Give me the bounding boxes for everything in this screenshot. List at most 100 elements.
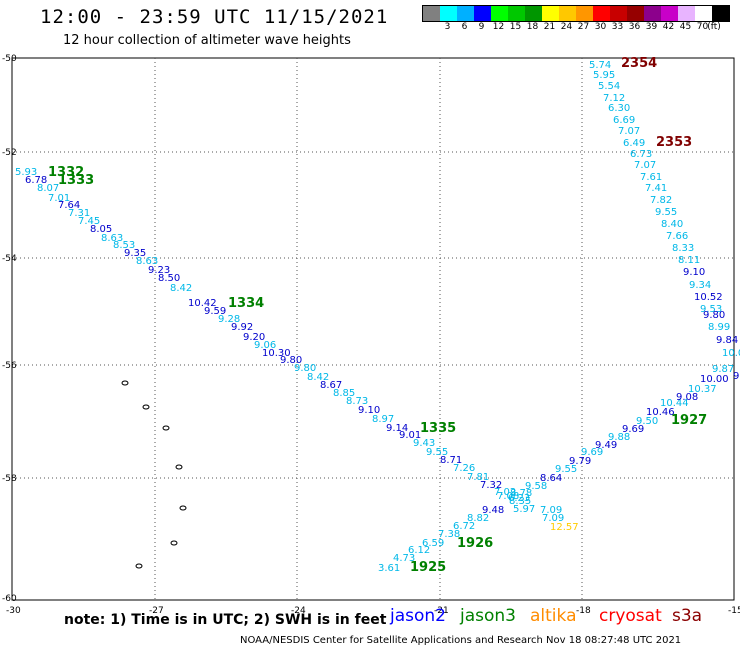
time-label: 2354	[621, 56, 657, 71]
swh-value: 9.43	[413, 438, 435, 449]
lon-label: -27	[149, 606, 164, 616]
swh-value: 8.71	[440, 455, 462, 466]
time-label: 1926	[457, 536, 493, 551]
legend-cryosat: cryosat	[599, 606, 662, 626]
swh-value: 9.69	[622, 424, 644, 435]
swh-value: 7.64	[58, 200, 80, 211]
swh-value: 8.07	[37, 183, 59, 194]
swh-value: 8.82	[467, 513, 489, 524]
swh-value: 9.10	[358, 405, 380, 416]
swh-value: 9.69	[581, 447, 603, 458]
lat-label: -58	[2, 474, 17, 484]
lon-label: -24	[291, 606, 306, 616]
legend-altika: altika	[530, 606, 577, 626]
color-swatch	[542, 6, 559, 21]
scale-tick-label: 18	[526, 22, 539, 32]
footer-note: note: 1) Time is in UTC; 2) SWH is in fe…	[64, 612, 387, 628]
swh-value: 6.49	[623, 138, 645, 149]
lon-label: -21	[434, 606, 449, 616]
swh-value: 9.01	[399, 430, 421, 441]
swh-value: 7.38	[438, 529, 460, 540]
swh-value: 8.64	[540, 473, 562, 484]
swh-value: 8.99	[708, 322, 730, 333]
swh-value: 7.12	[603, 93, 625, 104]
scale-tick-label: 21	[543, 22, 556, 32]
island-outline	[142, 404, 150, 410]
swh-value: 10.30	[262, 348, 291, 359]
swh-value: 5.95	[593, 70, 615, 81]
swh-value: 7.07	[618, 126, 640, 137]
swh-value: 9.35	[124, 248, 146, 259]
swh-value: 7.32	[480, 480, 502, 491]
swh-value: 8.63	[101, 233, 123, 244]
swh-value: 9.53	[700, 304, 722, 315]
color-swatch	[423, 6, 440, 21]
swh-value: 7.45	[78, 216, 100, 227]
lon-label: -18	[576, 606, 591, 616]
swh-value: 9.55	[655, 207, 677, 218]
color-swatch	[593, 6, 610, 21]
scale-tick-label: 36	[628, 22, 641, 32]
swh-value: 9.28	[218, 314, 240, 325]
swh-value: 7.41	[645, 183, 667, 194]
scale-tick-label: 15	[509, 22, 522, 32]
swh-value: 7.31	[68, 208, 90, 219]
scale-tick-label: 3	[444, 22, 451, 32]
swh-value: 6.72	[453, 521, 475, 532]
scale-tick-label: 30	[594, 22, 607, 32]
time-label: 1334	[228, 296, 264, 311]
swh-value: 3.61	[378, 563, 400, 574]
lon-label: -15	[728, 606, 740, 616]
swh-value: 8.11	[678, 255, 700, 266]
swh-value: 9.80	[294, 363, 316, 374]
chart-subtitle: 12 hour collection of altimeter wave hei…	[63, 33, 351, 48]
swh-value: 7.66	[666, 231, 688, 242]
color-swatch	[474, 6, 491, 21]
swh-value: 9.87	[712, 364, 734, 375]
lat-label: -56	[2, 361, 17, 371]
time-label: 1927	[671, 413, 707, 428]
swh-value: 5.74	[589, 60, 611, 71]
color-swatch	[627, 6, 644, 21]
swh-value: 8.63	[136, 256, 158, 267]
swh-value: 9.58	[525, 481, 547, 492]
legend-s3a: s3a	[672, 606, 703, 626]
swh-value: 8.42	[170, 283, 192, 294]
scale-tick-label: 39	[645, 22, 658, 32]
scale-tick-label: 12	[492, 22, 505, 32]
swh-value: 9.10	[683, 267, 705, 278]
chart-title: 12:00 - 23:59 UTC 11/15/2021	[40, 6, 389, 28]
color-swatch	[457, 6, 474, 21]
scale-tick-label: 9	[478, 22, 485, 32]
credit-line: NOAA/NESDIS Center for Satellite Applica…	[240, 635, 682, 646]
swh-value: 5.97	[513, 504, 535, 515]
swh-value: 9.50	[636, 416, 658, 427]
swh-value: 7.07	[634, 160, 656, 171]
swh-value: 6.30	[608, 103, 630, 114]
swh-value: 6.73	[630, 149, 652, 160]
color-scale-bar	[422, 5, 730, 22]
swh-value: 7.82	[650, 195, 672, 206]
swh-value: 10.42	[188, 298, 217, 309]
swh-value: 9.14	[386, 423, 408, 434]
swh-value: 9	[733, 371, 739, 382]
swh-value: 9.06	[254, 340, 276, 351]
color-swatch	[440, 6, 457, 21]
color-swatch	[508, 6, 525, 21]
swh-value: 9.34	[689, 280, 711, 291]
island-outline	[175, 464, 183, 470]
island-outline	[121, 380, 129, 386]
color-swatch	[678, 6, 695, 21]
swh-value: 6.23	[508, 493, 530, 504]
swh-value: 6.59	[422, 538, 444, 549]
swh-value: 10.46	[646, 407, 675, 418]
swh-value: 7.02	[494, 487, 516, 498]
swh-value: 5.93	[15, 167, 37, 178]
lon-label: -30	[6, 606, 21, 616]
swh-value: 9.08	[676, 392, 698, 403]
island-outline	[162, 425, 170, 431]
swh-value: 7.08	[497, 491, 519, 502]
color-swatch	[644, 6, 661, 21]
swh-value: 7.09	[540, 505, 562, 516]
